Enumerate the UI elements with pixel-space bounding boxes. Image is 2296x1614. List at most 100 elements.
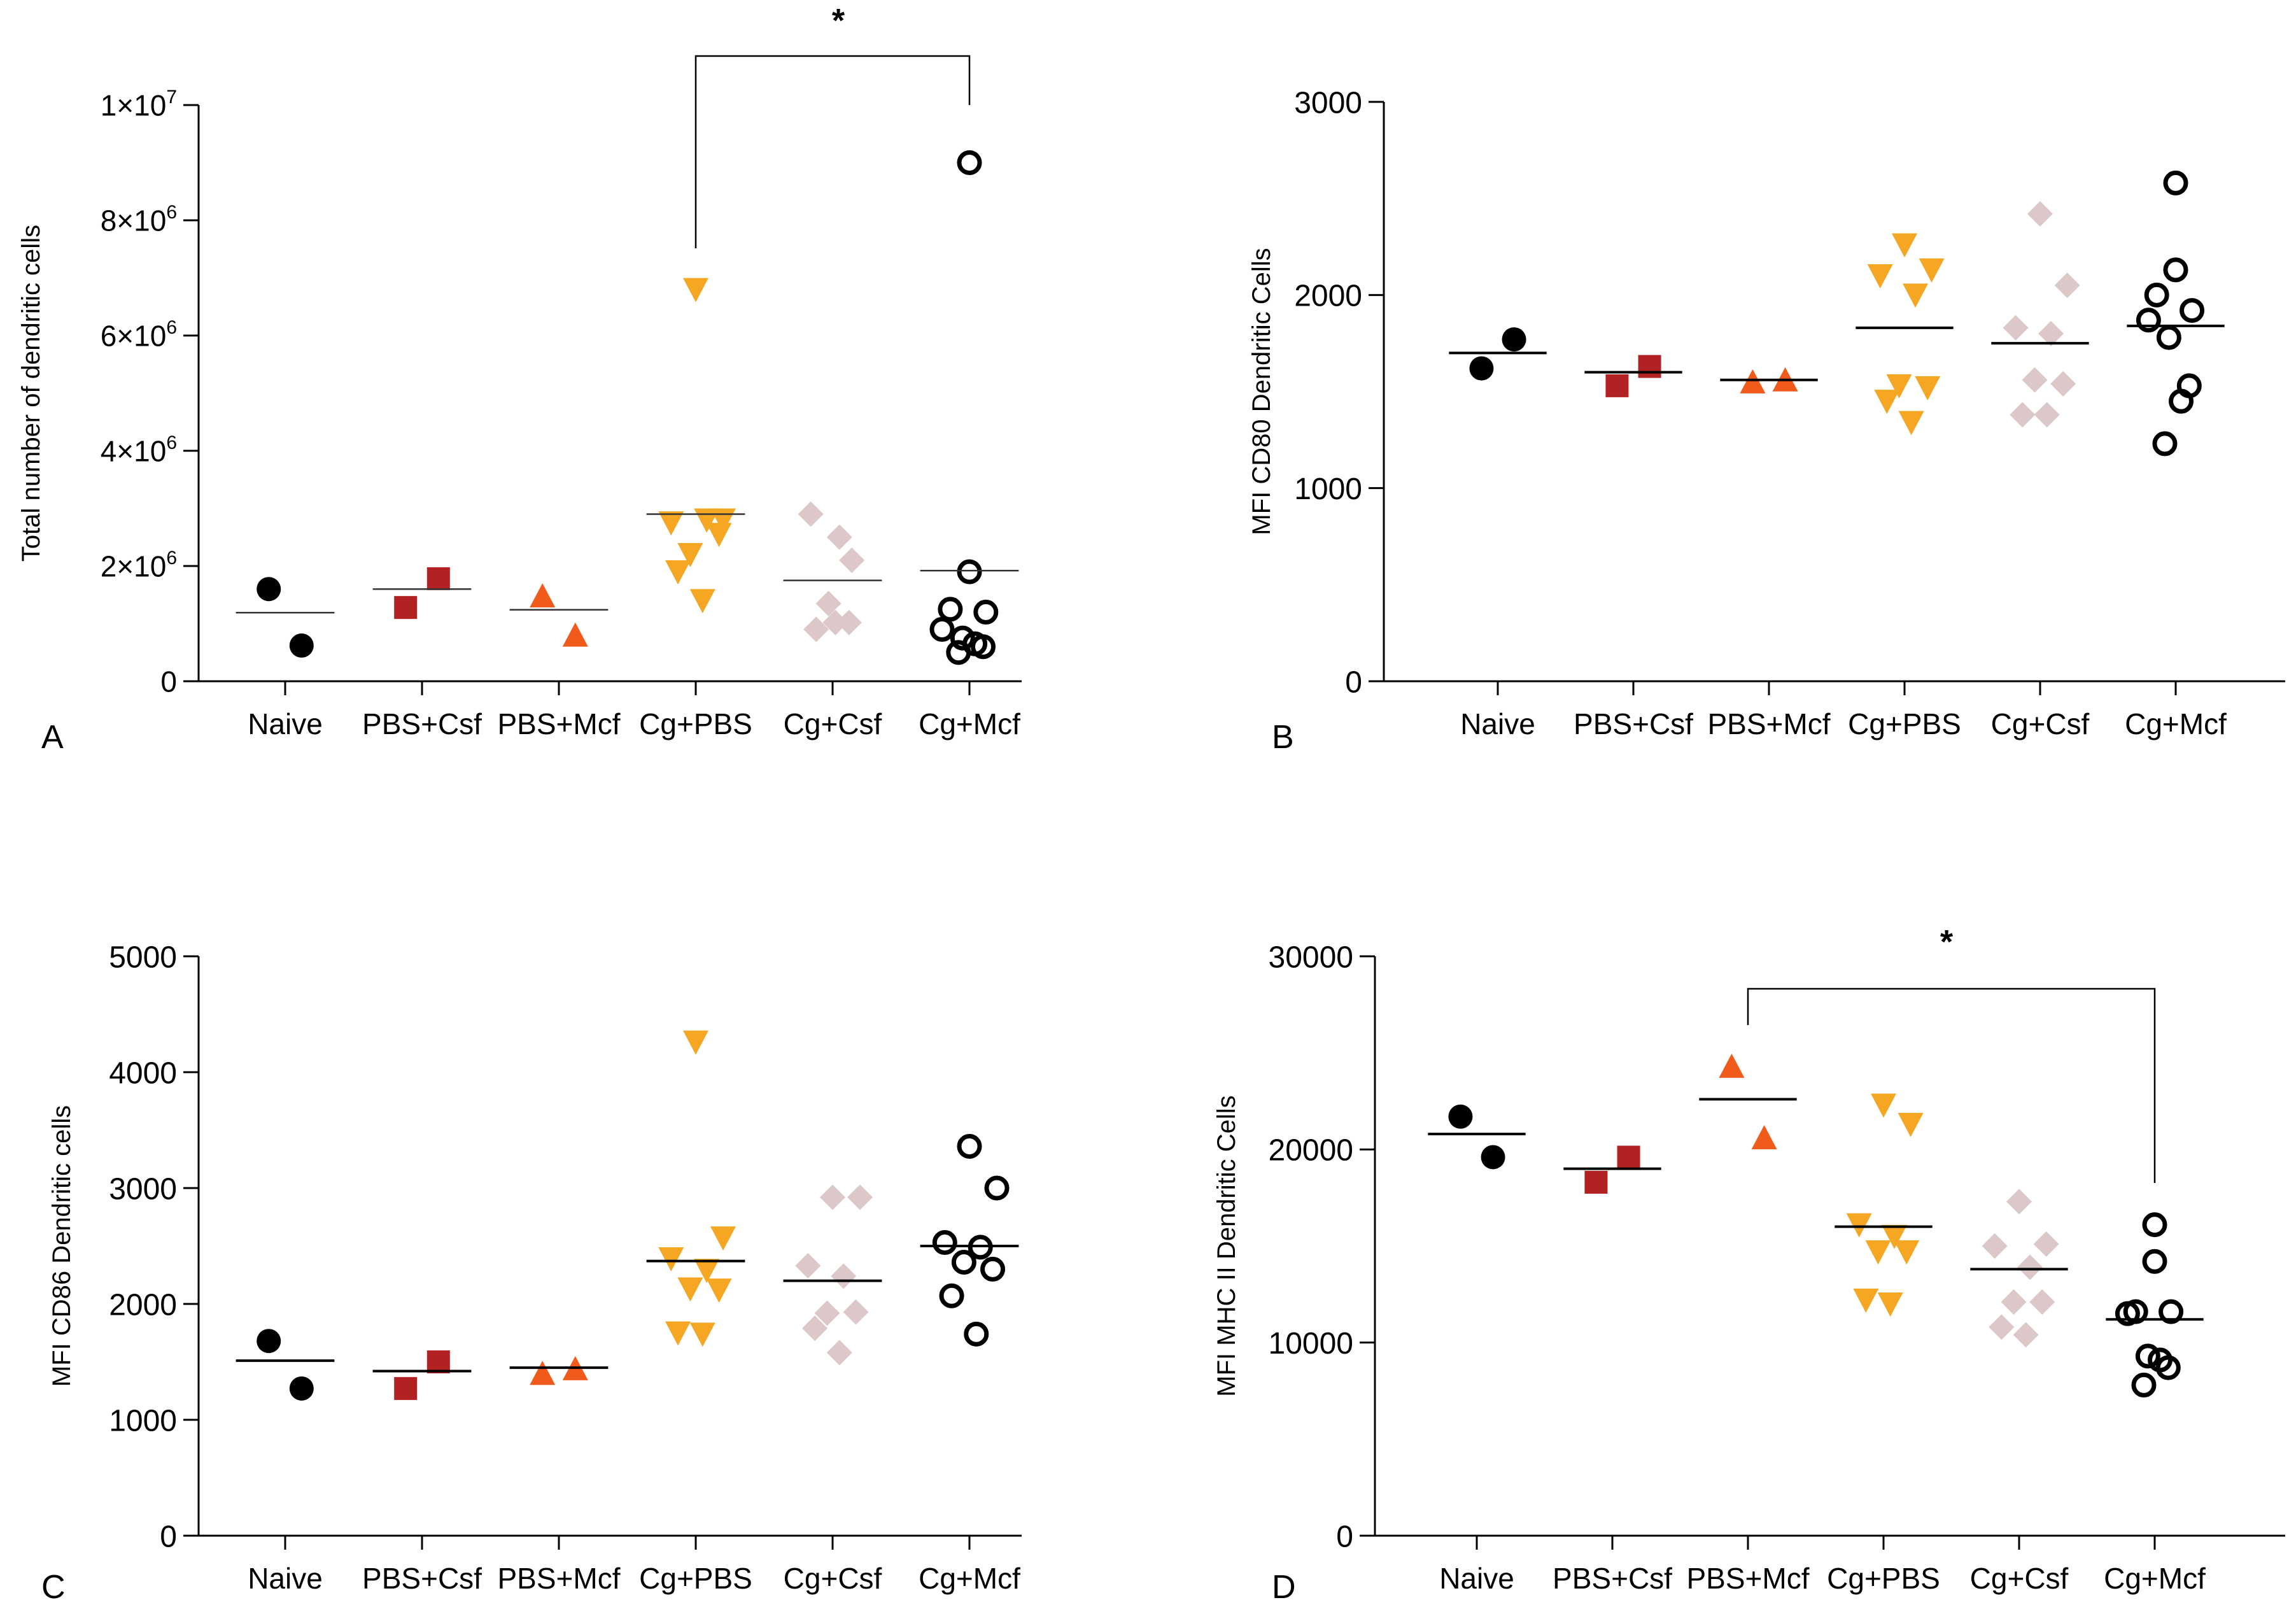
x-tick-label: Cg+PBS	[639, 707, 752, 740]
panel-d: 0 10000 20000 30000 Naive PBS+Csf PBS+Mcf Cg+PB…	[1213, 924, 2285, 1606]
data-point	[802, 1315, 828, 1341]
data-point	[683, 1030, 708, 1055]
x-tick-label: Cg+Mcf	[919, 707, 1020, 740]
series-pbs-csf	[1563, 1145, 1661, 1194]
data-point	[798, 501, 824, 527]
data-point	[929, 617, 955, 642]
y-tick-label: 30000	[1269, 940, 1353, 974]
data-point	[847, 1184, 873, 1210]
series-cg-pbs	[646, 1030, 745, 1347]
series-cg-mcf	[2127, 170, 2225, 457]
data-point	[957, 150, 982, 175]
data-point	[683, 278, 708, 302]
significance-star: *	[832, 3, 845, 39]
data-point	[1740, 369, 1766, 393]
x-tick-label: PBS+Csf	[1574, 707, 1693, 740]
data-point	[2029, 1289, 2055, 1315]
series-pbs-mcf	[509, 1356, 609, 1385]
data-point	[957, 559, 982, 584]
x-tick-label: Cg+Csf	[1970, 1562, 2069, 1595]
significance-bracket	[694, 55, 971, 248]
y-tick-label: 3000	[109, 1172, 177, 1206]
data-point	[289, 633, 314, 658]
x-tick-label: Cg+Mcf	[2104, 1562, 2206, 1595]
data-point	[694, 1259, 720, 1284]
x-tick-label: PBS+Csf	[362, 707, 482, 740]
series-pbs-csf	[372, 567, 472, 619]
series-cg-mcf	[920, 150, 1019, 665]
y-tick-label: 1×107	[101, 87, 177, 122]
data-point	[2003, 315, 2029, 341]
data-point	[2152, 431, 2178, 457]
y-axis-title: MFI CD86 Dendritic cells	[48, 1105, 76, 1387]
data-point	[1638, 355, 1661, 378]
data-point	[2050, 371, 2076, 397]
y-tick-label: 10000	[1269, 1327, 1353, 1361]
series-naive	[236, 577, 335, 658]
y-tick-label: 0	[1336, 1520, 1353, 1554]
panel-label: C	[41, 1569, 66, 1606]
data-point	[831, 1263, 857, 1289]
data-point	[2027, 201, 2053, 227]
data-point	[1982, 1233, 2008, 1259]
x-tick-label: Cg+Csf	[784, 707, 882, 740]
data-point	[2180, 298, 2205, 323]
x-tick-label: Naive	[248, 707, 323, 740]
data-point	[394, 596, 418, 619]
data-point	[2163, 257, 2188, 283]
data-point	[1751, 1125, 1777, 1150]
data-point	[795, 1252, 821, 1278]
data-point	[1617, 1145, 1640, 1169]
y-tick-label: 4×106	[101, 432, 177, 467]
x-tick-label: Cg+PBS	[1827, 1562, 1940, 1595]
data-point	[1871, 1093, 1896, 1118]
data-point	[2006, 1189, 2032, 1215]
data-point	[2131, 1372, 2157, 1398]
x-tick-label: PBS+Mcf	[1707, 707, 1830, 740]
series-pbs-csf	[1584, 355, 1682, 397]
data-point	[1915, 376, 1941, 400]
x-tick-label: Naive	[248, 1562, 323, 1595]
data-point	[814, 1300, 840, 1326]
data-point	[677, 542, 703, 567]
data-point	[1867, 264, 1893, 288]
data-point	[394, 1377, 418, 1400]
data-point	[2142, 1212, 2167, 1238]
y-axis-title: Total number of dendritic cells	[17, 225, 45, 562]
data-point	[973, 599, 999, 625]
data-point	[1877, 1292, 1903, 1317]
series-cg-csf	[783, 501, 882, 642]
data-point	[836, 609, 862, 635]
data-point	[1605, 374, 1629, 397]
y-tick-label: 5000	[109, 940, 177, 974]
data-point	[980, 1256, 1006, 1282]
data-point	[289, 1376, 314, 1401]
y-axis-title: MFI CD80 Dendritic Cells	[1248, 248, 1276, 535]
data-point	[1989, 1314, 2015, 1340]
data-point	[822, 609, 849, 635]
y-tick-label: 2000	[109, 1288, 177, 1322]
data-point	[839, 547, 865, 573]
data-point	[2144, 282, 2169, 308]
data-point	[1719, 1053, 1745, 1078]
panel-label: A	[41, 719, 64, 756]
y-tick-label: 0	[160, 1520, 177, 1554]
data-point	[2001, 1289, 2027, 1315]
data-point	[939, 1283, 964, 1308]
data-point	[2115, 1301, 2140, 1326]
x-tick-label: Cg+Csf	[784, 1562, 882, 1595]
significance-bracket	[1747, 988, 2156, 1183]
data-point	[658, 511, 684, 536]
series-pbs-mcf	[1699, 1053, 1797, 1150]
data-point	[2033, 1231, 2059, 1257]
series-cg-pbs	[646, 278, 745, 614]
data-point	[2136, 308, 2161, 333]
data-point	[1469, 356, 1494, 381]
series-cg-csf	[783, 1184, 882, 1366]
data-point	[665, 1321, 691, 1346]
data-point	[2017, 1254, 2043, 1280]
data-point	[932, 1230, 957, 1256]
x-tick-label: PBS+Csf	[1553, 1562, 1672, 1595]
y-tick-label: 2000	[1294, 280, 1362, 313]
data-point	[951, 1249, 976, 1275]
